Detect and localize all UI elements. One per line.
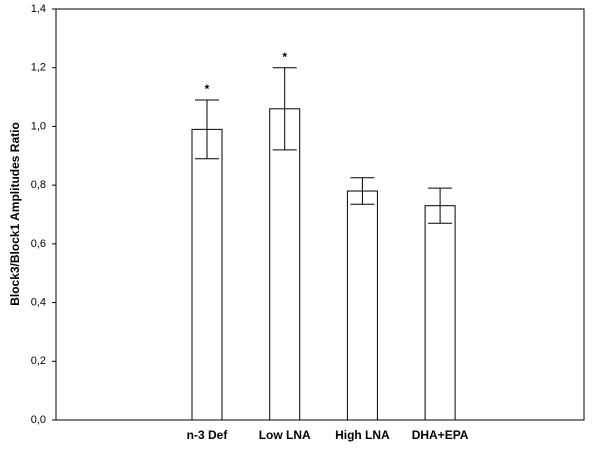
y-tick-label: 0,4 bbox=[31, 296, 46, 308]
bar bbox=[424, 205, 456, 421]
annotation: * bbox=[282, 50, 287, 64]
annotation: * bbox=[205, 82, 210, 96]
y-tick-label: 0,6 bbox=[31, 238, 46, 250]
y-tick-label: 0,2 bbox=[31, 355, 46, 367]
bar bbox=[269, 108, 301, 421]
y-tick-label: 1,0 bbox=[31, 120, 46, 132]
x-tick-label: DHA+EPA bbox=[412, 428, 469, 442]
y-tick-label: 1,2 bbox=[31, 62, 46, 74]
x-tick-label: n-3 Def bbox=[187, 428, 229, 442]
x-tick-label: High LNA bbox=[335, 428, 390, 442]
y-tick-label: 1,4 bbox=[31, 3, 46, 15]
y-tick-label: 0,0 bbox=[31, 414, 46, 426]
x-tick-label: Low LNA bbox=[259, 428, 311, 442]
y-axis-label: Block3/Block1 Amplitudes Ratio bbox=[8, 122, 22, 306]
bar bbox=[191, 128, 223, 421]
bar bbox=[346, 190, 378, 421]
y-tick-label: 0,8 bbox=[31, 179, 46, 191]
plot-frame bbox=[55, 8, 585, 421]
